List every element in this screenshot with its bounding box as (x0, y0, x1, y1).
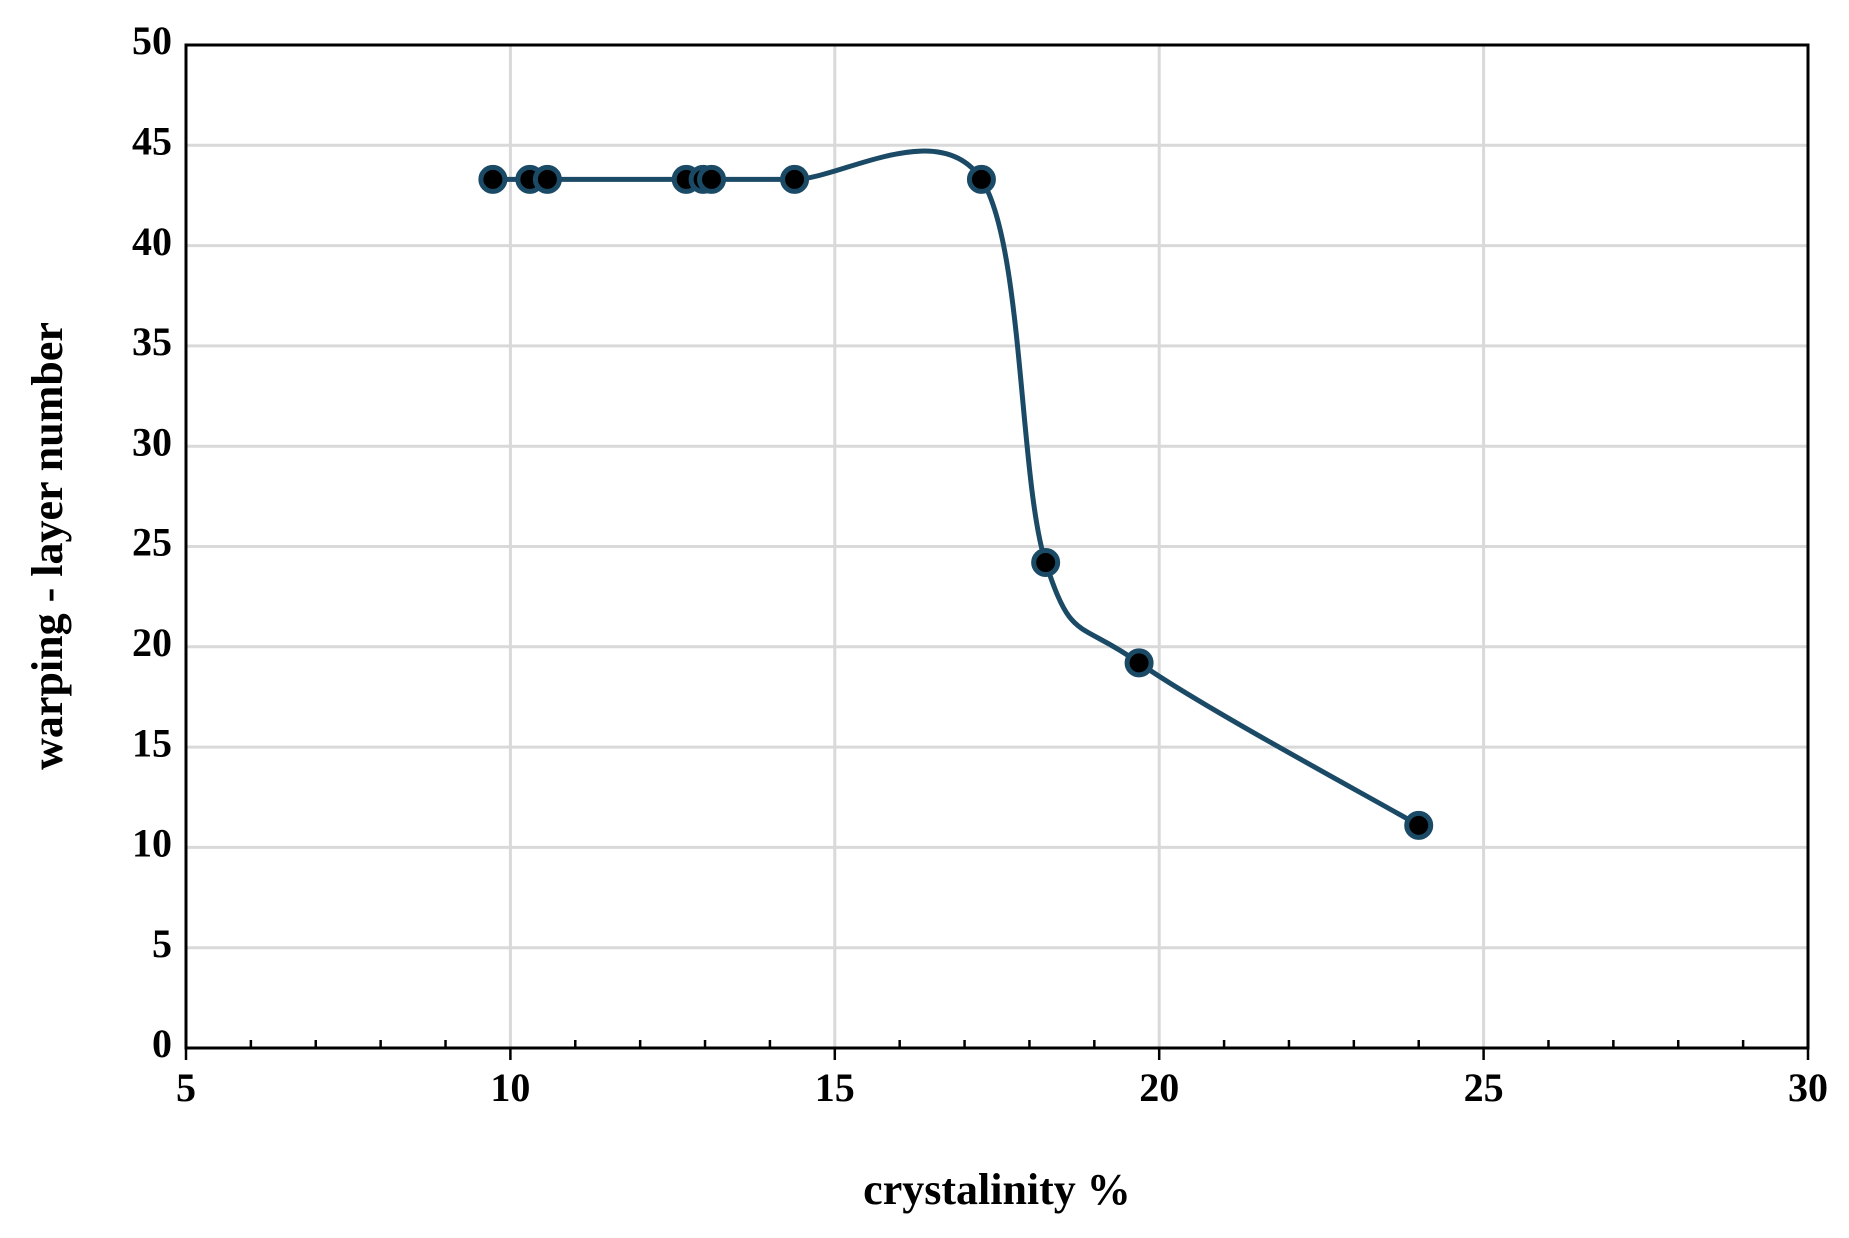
x-tick-label: 25 (1464, 1065, 1504, 1110)
y-tick-label: 35 (132, 319, 172, 364)
y-tick-label: 45 (132, 118, 172, 163)
data-point (966, 164, 996, 194)
y-tick-label: 5 (152, 921, 172, 966)
x-tick-label: 20 (1139, 1065, 1179, 1110)
y-tick-label: 10 (132, 821, 172, 866)
y-tick-label: 0 (152, 1021, 172, 1066)
x-tick-label: 30 (1788, 1065, 1828, 1110)
plot-frame (184, 43, 1810, 1050)
x-tick-label: 5 (176, 1065, 196, 1110)
y-tick-label: 40 (132, 219, 172, 264)
series-line (492, 148, 1420, 828)
x-tick-label: 10 (490, 1065, 530, 1110)
x-tick-label: 15 (815, 1065, 855, 1110)
y-tick-label: 25 (132, 520, 172, 565)
data-point (532, 164, 562, 194)
y-tick-label: 50 (132, 18, 172, 63)
y-axis-title: warping - layer number (23, 322, 72, 770)
y-tick-label: 30 (132, 419, 172, 464)
data-point (1404, 810, 1434, 840)
x-axis-title: crystalinity % (863, 1165, 1131, 1214)
data-point (1031, 548, 1061, 578)
data-point (697, 164, 727, 194)
data-point (478, 164, 508, 194)
y-tick-label: 15 (132, 720, 172, 765)
data-point (780, 164, 810, 194)
data-point (1124, 648, 1154, 678)
y-tick-label: 20 (132, 620, 172, 665)
